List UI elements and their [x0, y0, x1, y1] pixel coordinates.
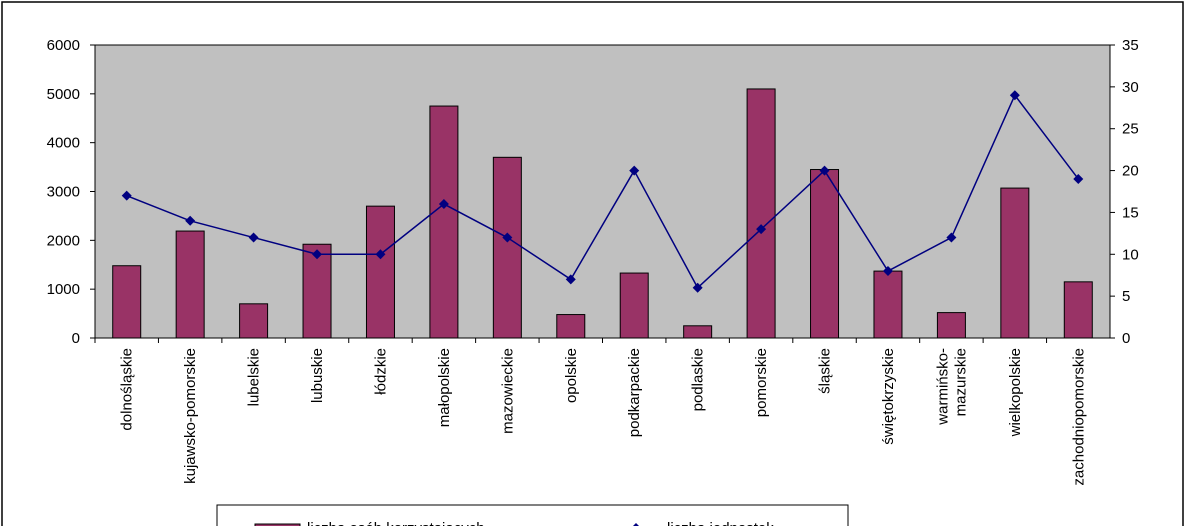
line-marker [819, 165, 830, 176]
x-tick-label: mazowieckie [499, 348, 516, 434]
bar [619, 272, 649, 339]
x-tick-label: podkarpackie [626, 348, 643, 437]
bar [936, 312, 966, 339]
x-tick-label: kujawsko-pomorskie [182, 348, 199, 484]
x-tick-label: wielkopolskie [1007, 348, 1024, 437]
x-tick-label: podlaskie [690, 348, 707, 411]
y-tick-label: 5000 [47, 86, 80, 103]
y2-tick-label: 25 [1122, 121, 1139, 138]
line-marker [692, 282, 703, 293]
line-marker [248, 232, 259, 243]
bar [556, 314, 586, 339]
y2-tick-label: 5 [1122, 288, 1130, 305]
x-tick-label: łódzkie [372, 348, 389, 395]
y-tick-label: 3000 [47, 184, 80, 201]
bar [112, 265, 142, 339]
legend-label: liczba jednostek [667, 520, 774, 526]
legend-swatch [254, 523, 301, 526]
bar [302, 243, 332, 339]
y-tick-label: 1000 [47, 281, 80, 298]
y-tick-label: 0 [72, 330, 80, 347]
legend-box [216, 504, 849, 526]
bar [175, 230, 205, 339]
bar [1000, 187, 1030, 339]
line-marker [946, 232, 957, 243]
bar [873, 270, 903, 339]
line-marker [121, 190, 132, 201]
line-marker [1073, 173, 1084, 184]
legend-label: liczba osób korzystających [307, 520, 485, 526]
y2-tick-label: 0 [1122, 330, 1130, 347]
legend-marker [633, 523, 639, 526]
line-marker [629, 165, 640, 176]
line-marker [882, 266, 893, 277]
x-tick-label: lubuskie [309, 348, 326, 403]
x-tick-label: warmińsko-mazurskie [934, 348, 969, 426]
x-tick-label: małopolskie [436, 348, 453, 427]
y2-tick-label: 10 [1122, 246, 1139, 263]
bar [746, 88, 776, 339]
bar [365, 205, 395, 339]
bar [429, 105, 459, 339]
line-marker [502, 232, 513, 243]
line [126, 93, 1079, 289]
y-tick-label: 6000 [47, 37, 80, 54]
x-tick-label: lubelskie [246, 348, 263, 406]
bar [1063, 281, 1093, 339]
bar [239, 303, 269, 339]
x-tick-label: opolskie [563, 348, 580, 403]
x-tick-label: świętokrzyskie [880, 348, 897, 445]
line-marker [312, 249, 323, 260]
line-marker [756, 224, 767, 235]
y2-tick-label: 35 [1122, 37, 1139, 54]
line-marker [1009, 90, 1020, 101]
plot-area [94, 44, 1111, 339]
line-marker [375, 249, 386, 260]
bar [810, 169, 840, 339]
x-tick-label: śląskie [817, 348, 834, 394]
line-marker [438, 199, 449, 210]
x-tick-label: dolnośląskie [119, 348, 136, 431]
x-tick-label: zachodniopomorskie [1070, 348, 1087, 486]
bar [683, 325, 713, 339]
line-marker [565, 274, 576, 285]
y-tick-label: 4000 [47, 135, 80, 152]
y2-tick-label: 30 [1122, 79, 1139, 96]
line-marker [185, 215, 196, 226]
bar [492, 156, 522, 339]
x-tick-label: pomorskie [753, 348, 770, 417]
y2-tick-label: 20 [1122, 163, 1139, 180]
y2-tick-label: 15 [1122, 204, 1139, 221]
y-tick-label: 2000 [47, 232, 80, 249]
